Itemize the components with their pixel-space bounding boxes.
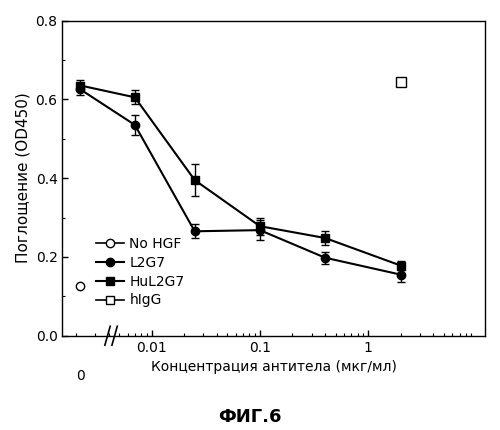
Y-axis label: Поглощение (OD450): Поглощение (OD450) <box>15 93 30 264</box>
Legend: No HGF, L2G7, HuL2G7, hIgG: No HGF, L2G7, HuL2G7, hIgG <box>90 231 190 313</box>
Text: ФИГ.6: ФИГ.6 <box>218 408 282 426</box>
X-axis label: Концентрация антитела (мкг/мл): Концентрация антитела (мкг/мл) <box>151 360 396 374</box>
Text: 0: 0 <box>76 369 85 383</box>
